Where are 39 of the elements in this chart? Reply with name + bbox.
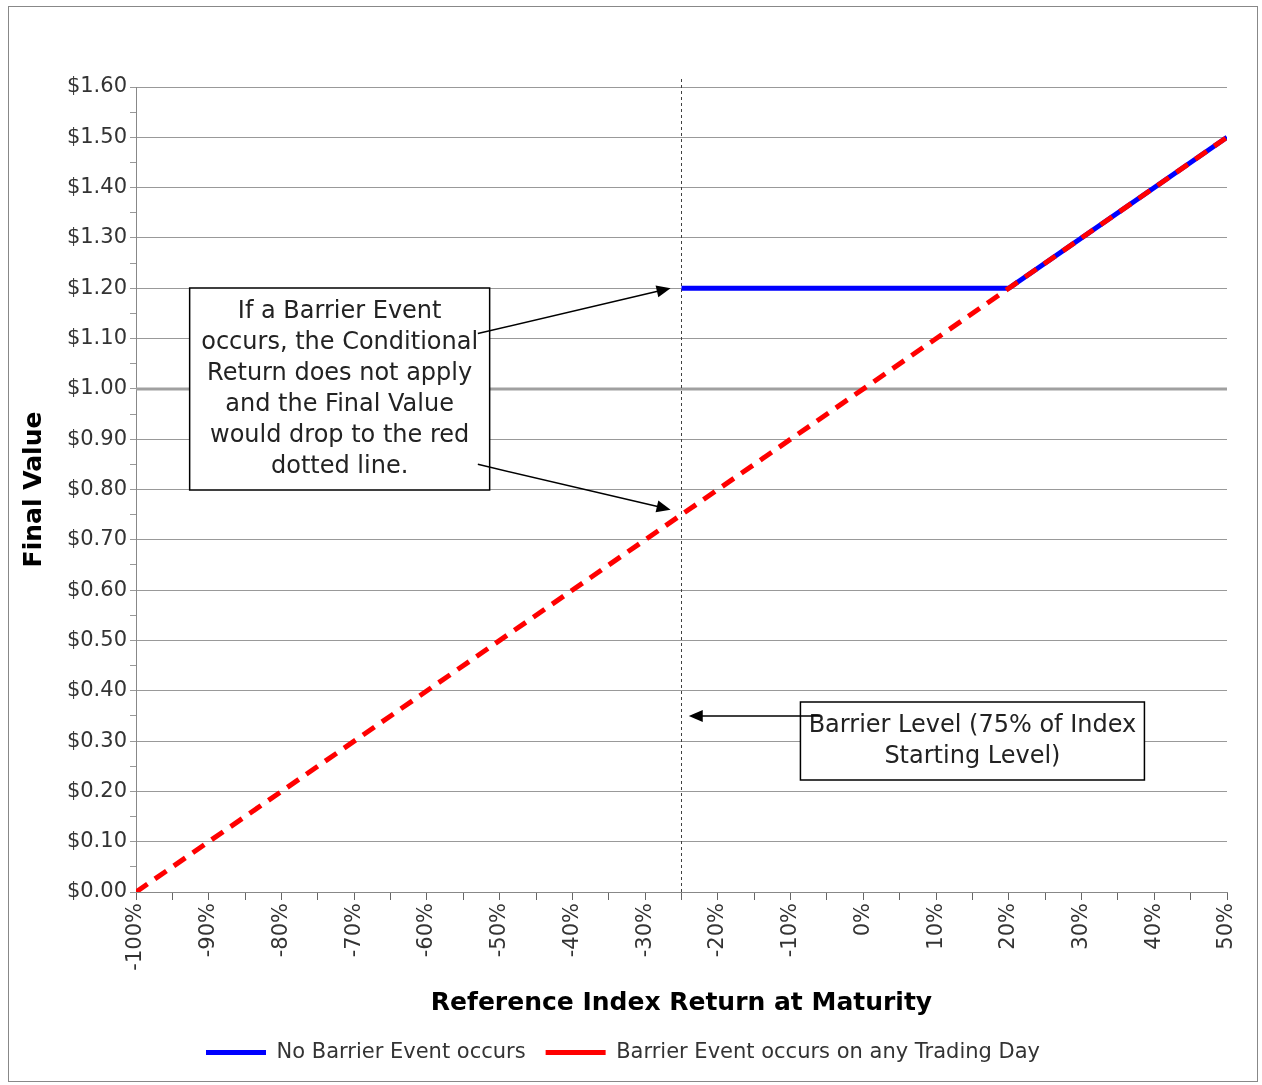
x-tick-label: -90%: [195, 903, 220, 958]
x-tick-label: 20%: [995, 903, 1020, 950]
y-tick-label: $0.70: [66, 526, 127, 551]
x-tick-label: -30%: [631, 903, 656, 958]
y-tick-label: $0.10: [66, 828, 127, 853]
x-tick-label: -40%: [558, 903, 583, 958]
x-tick-label: -80%: [267, 903, 292, 958]
y-axis-title: Final Value: [17, 411, 47, 568]
y-tick-label: $0.00: [66, 878, 127, 903]
y-tick-label: $1.10: [66, 325, 127, 350]
annotation: If a Barrier Event occurs, the Conditional Return does not apply and the Final Value would drop to the red dotted line.: [201, 295, 479, 479]
x-tick-label: -10%: [777, 903, 802, 958]
legend-label: Barrier Event occurs on any Trading Day: [616, 1038, 1041, 1063]
x-tick-label: 30%: [1067, 903, 1092, 950]
y-tick-label: $1.00: [66, 375, 127, 400]
y-tick-label: $1.20: [66, 274, 127, 299]
y-tick-label: $0.30: [66, 727, 127, 752]
x-tick-label: 50%: [1213, 903, 1238, 950]
y-tick-label: $1.60: [66, 73, 127, 98]
x-tick-label: -50%: [486, 903, 511, 958]
x-tick-label: 0%: [849, 903, 874, 937]
x-tick-label: -100%: [122, 903, 147, 971]
y-tick-label: $1.40: [66, 174, 127, 199]
y-tick-label: $0.40: [66, 677, 127, 702]
annotation: Barrier Level (75% of Index Starting Level): [808, 709, 1137, 769]
x-axis-title: Reference Index Return at Maturity: [430, 986, 933, 1016]
x-tick-label: -60%: [413, 903, 438, 958]
y-tick-label: $0.20: [66, 777, 127, 802]
x-tick-label: -20%: [704, 903, 729, 958]
y-tick-label: $0.90: [66, 425, 127, 450]
x-tick-label: 10%: [922, 903, 947, 950]
y-tick-label: $1.30: [66, 224, 127, 249]
y-tick-label: $0.50: [66, 626, 127, 651]
x-tick-label: -70%: [340, 903, 365, 958]
y-tick-label: $0.60: [66, 576, 127, 601]
x-tick-label: 40%: [1140, 903, 1165, 950]
y-tick-label: $0.80: [66, 475, 127, 500]
y-tick-label: $1.50: [66, 123, 127, 148]
legend-label: No Barrier Event occurs: [276, 1038, 526, 1063]
